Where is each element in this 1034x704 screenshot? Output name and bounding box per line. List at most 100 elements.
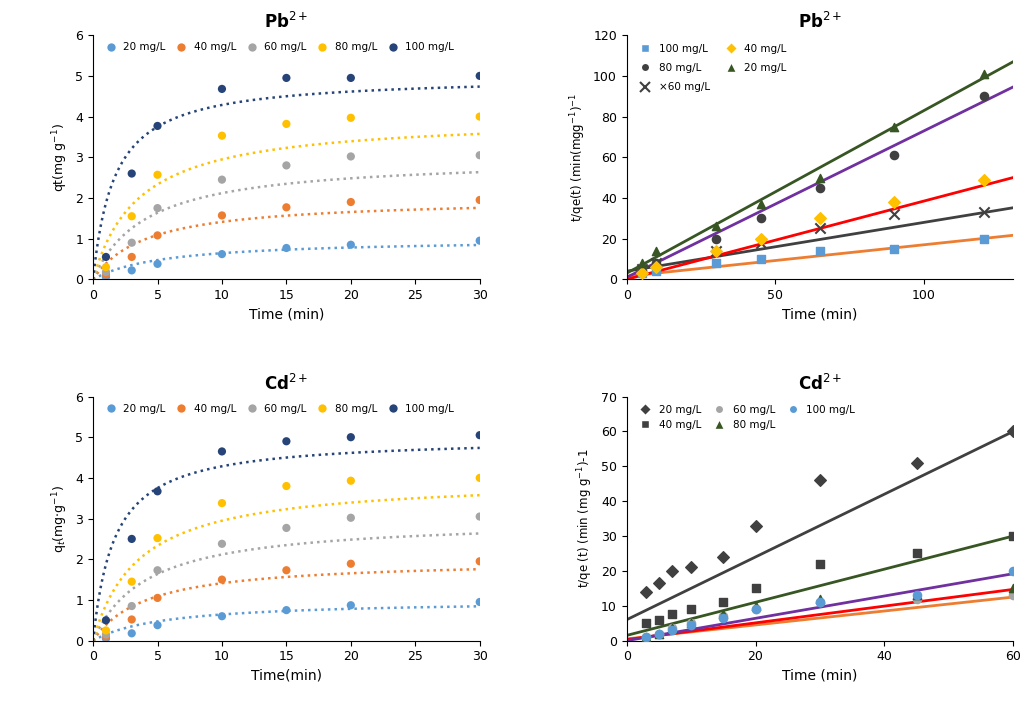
Legend: 20 mg/L, 40 mg/L, 60 mg/L, 80 mg/L, 100 mg/L: 20 mg/L, 40 mg/L, 60 mg/L, 80 mg/L, 100 …: [632, 402, 858, 433]
Point: [123, 251, 140, 263]
Point: [633, 265, 649, 277]
Point: [748, 603, 764, 615]
Point: [123, 628, 140, 639]
Point: [342, 558, 359, 570]
Point: [278, 436, 295, 447]
Point: [97, 631, 114, 642]
Point: [664, 623, 680, 634]
Y-axis label: t/qe (t) (min (mg g$^{-1}$)-1: t/qe (t) (min (mg g$^{-1}$)-1: [576, 449, 596, 589]
Point: [886, 208, 903, 220]
Point: [342, 512, 359, 523]
Point: [214, 446, 231, 457]
Point: [214, 83, 231, 94]
Point: [278, 605, 295, 616]
Point: [664, 565, 680, 577]
Point: [638, 631, 655, 643]
Legend: 20 mg/L, 40 mg/L, 60 mg/L, 80 mg/L, 100 mg/L: 20 mg/L, 40 mg/L, 60 mg/L, 80 mg/L, 100 …: [98, 40, 456, 55]
Point: [812, 213, 828, 224]
Point: [214, 538, 231, 549]
Point: [633, 268, 649, 279]
X-axis label: Time (min): Time (min): [249, 308, 324, 322]
Point: [752, 199, 768, 210]
Point: [633, 268, 649, 279]
Point: [664, 623, 680, 634]
Point: [214, 498, 231, 509]
Title: Pb$^{2+}$: Pb$^{2+}$: [798, 12, 843, 32]
X-axis label: Time(min): Time(min): [251, 669, 322, 683]
Point: [812, 223, 828, 234]
Point: [278, 118, 295, 130]
Point: [342, 432, 359, 443]
Point: [638, 631, 655, 643]
Point: [123, 210, 140, 222]
Point: [638, 586, 655, 598]
Title: Cd$^{2+}$: Cd$^{2+}$: [798, 373, 843, 394]
Point: [650, 577, 667, 589]
Point: [149, 565, 165, 576]
Point: [123, 265, 140, 276]
Point: [909, 548, 925, 559]
Point: [812, 182, 828, 194]
Point: [278, 522, 295, 534]
Point: [707, 233, 724, 244]
Point: [707, 245, 724, 256]
Point: [716, 597, 732, 608]
Legend: 20 mg/L, 40 mg/L, 60 mg/L, 80 mg/L, 100 mg/L: 20 mg/L, 40 mg/L, 60 mg/L, 80 mg/L, 100 …: [98, 402, 456, 416]
Point: [748, 520, 764, 532]
Point: [472, 511, 488, 522]
Point: [812, 245, 828, 256]
Point: [97, 269, 114, 280]
Point: [472, 194, 488, 206]
Point: [278, 160, 295, 171]
Point: [648, 258, 665, 269]
Point: [123, 576, 140, 587]
Point: [149, 620, 165, 631]
Point: [716, 551, 732, 562]
Point: [123, 168, 140, 180]
Point: [812, 474, 828, 486]
Point: [97, 633, 114, 644]
Point: [342, 475, 359, 486]
Point: [707, 245, 724, 256]
Point: [472, 472, 488, 484]
Point: [149, 592, 165, 603]
Point: [752, 213, 768, 224]
Point: [342, 239, 359, 251]
Point: [123, 614, 140, 625]
Point: [1005, 530, 1022, 541]
Point: [123, 237, 140, 249]
Point: [97, 629, 114, 640]
Point: [707, 258, 724, 269]
Point: [278, 480, 295, 491]
Legend: 100 mg/L, 80 mg/L, ×60 mg/L, 40 mg/L, 20 mg/L: 100 mg/L, 80 mg/L, ×60 mg/L, 40 mg/L, 20…: [632, 40, 790, 96]
Point: [123, 601, 140, 612]
Point: [472, 555, 488, 567]
Point: [707, 221, 724, 232]
Point: [342, 73, 359, 84]
X-axis label: Time (min): Time (min): [783, 308, 857, 322]
Point: [1005, 565, 1022, 577]
Point: [472, 429, 488, 441]
Y-axis label: q$_t$(mg$\cdot$g$^{-1}$): q$_t$(mg$\cdot$g$^{-1}$): [51, 484, 69, 553]
Point: [214, 130, 231, 142]
Point: [278, 73, 295, 84]
Point: [752, 237, 768, 249]
Point: [342, 151, 359, 162]
Point: [716, 610, 732, 622]
Point: [214, 249, 231, 260]
Y-axis label: qt(mg g$^{-1}$): qt(mg g$^{-1}$): [51, 122, 69, 191]
Point: [650, 614, 667, 625]
Point: [214, 174, 231, 185]
Point: [472, 70, 488, 82]
Point: [682, 617, 699, 629]
Point: [975, 91, 992, 102]
Point: [97, 272, 114, 283]
Point: [909, 457, 925, 468]
Point: [886, 196, 903, 208]
Point: [149, 486, 165, 497]
Title: Cd$^{2+}$: Cd$^{2+}$: [264, 373, 308, 394]
Point: [650, 628, 667, 639]
Point: [1005, 426, 1022, 437]
Point: [149, 120, 165, 132]
Point: [342, 196, 359, 208]
